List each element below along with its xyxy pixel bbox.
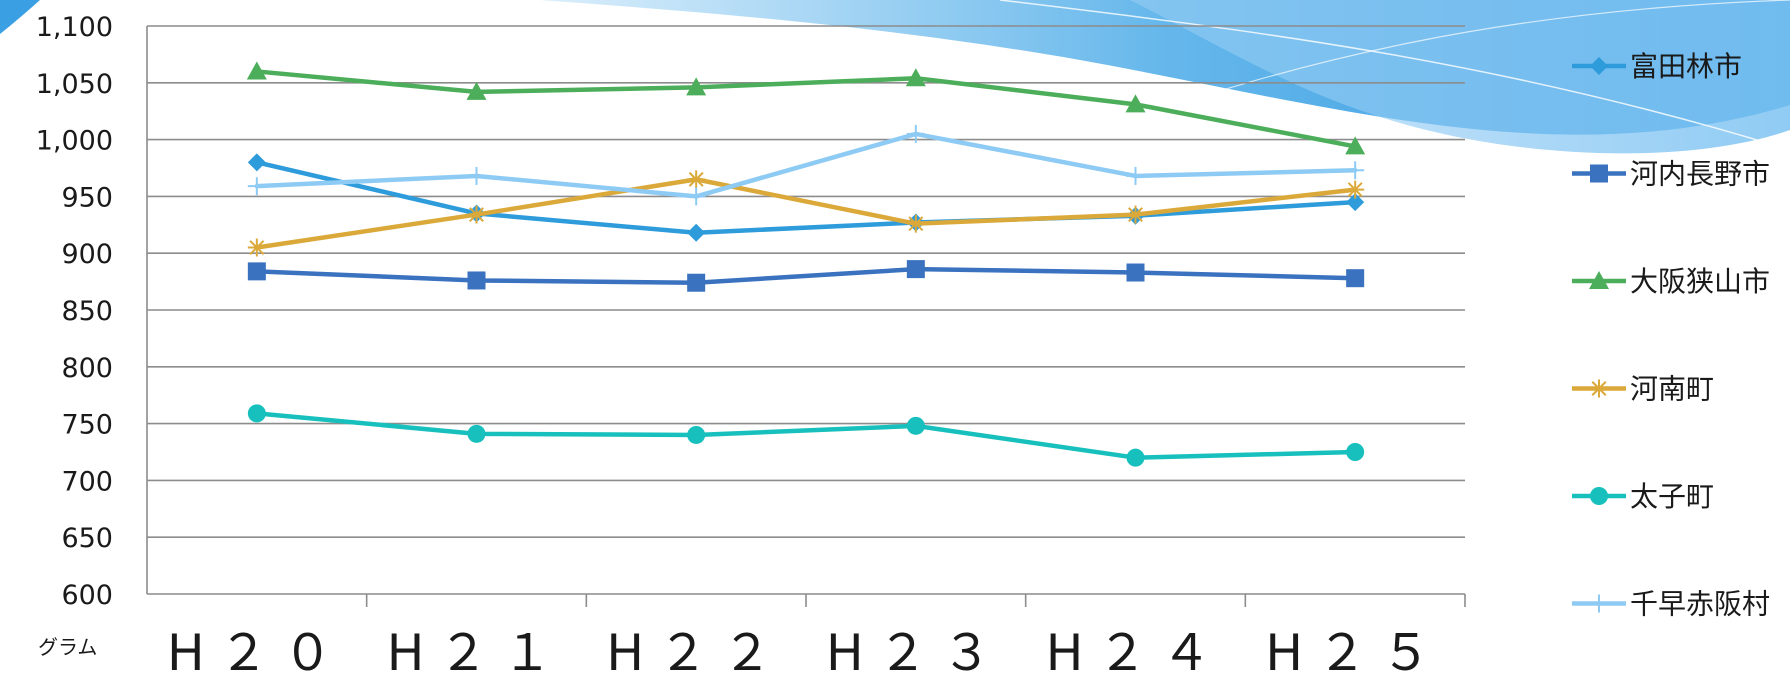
circle-marker — [906, 416, 925, 435]
square-marker — [1126, 263, 1145, 282]
y-tick-label: 600 — [61, 580, 113, 611]
series-6 — [247, 124, 1365, 206]
x-category-label: H２５ — [1265, 624, 1445, 674]
diamond-marker — [687, 223, 706, 242]
legend-label: 河内長野市 — [1630, 158, 1770, 191]
y-tick-label: 700 — [61, 466, 113, 497]
square-marker — [467, 271, 486, 290]
y-axis-unit-label: グラム — [38, 635, 97, 659]
y-tick-label: 900 — [61, 239, 113, 270]
circle-marker — [247, 404, 266, 423]
square-marker — [906, 260, 925, 279]
triangle-marker — [246, 61, 267, 80]
star-marker — [687, 170, 706, 189]
star-marker — [247, 238, 266, 257]
circle-marker — [687, 425, 706, 444]
diamond-marker — [1346, 193, 1365, 212]
legend-entry: 河南町 — [1572, 373, 1714, 406]
y-tick-label: 1,100 — [36, 12, 113, 43]
y-tick-label: 950 — [61, 182, 113, 213]
series-3 — [246, 61, 1366, 155]
y-tick-label: 1,000 — [36, 126, 113, 157]
triangle-marker — [1589, 271, 1609, 289]
y-axis-tick-labels: 600 650 700 750 800 850 900 950 1,000 1,050 1,100 — [36, 12, 113, 611]
legend-entry: 富田林市 — [1572, 50, 1742, 83]
legend-label: 大阪狭山市 — [1630, 265, 1770, 298]
plus-marker — [1590, 594, 1608, 613]
plus-marker — [906, 124, 925, 143]
axes — [146, 26, 1466, 607]
triangle-marker — [905, 68, 926, 87]
series-5 — [247, 404, 1365, 467]
star-marker — [1590, 379, 1608, 398]
y-tick-label: 750 — [61, 410, 113, 441]
horizontal-gridlines — [147, 25, 1465, 539]
series-line — [254, 177, 1358, 250]
square-marker — [1590, 164, 1608, 183]
square-marker — [1346, 269, 1365, 288]
triangle-marker — [466, 81, 487, 100]
x-category-label: H２３ — [826, 624, 1006, 674]
triangle-marker — [1125, 94, 1146, 113]
star-marker — [467, 205, 486, 224]
x-axis-category-labels: H２０ H２１ H２２ H２３ H２４ H２５ — [167, 624, 1445, 674]
diamond-marker — [247, 153, 266, 172]
diamond-marker — [1590, 57, 1608, 75]
plus-marker — [247, 177, 266, 196]
series-line — [254, 266, 1358, 285]
legend-label: 千早赤阪村 — [1630, 588, 1770, 621]
circle-marker — [467, 424, 486, 443]
series-line — [254, 131, 1358, 199]
plus-marker — [1346, 161, 1365, 180]
square-marker — [247, 262, 266, 281]
series-line — [254, 411, 1358, 460]
series-2 — [247, 260, 1365, 292]
y-tick-label: 1,050 — [36, 69, 113, 100]
circle-marker — [1590, 487, 1608, 505]
series-line — [254, 69, 1358, 149]
square-marker — [687, 273, 706, 292]
x-category-label: H２１ — [387, 624, 567, 674]
legend-label: 太子町 — [1630, 480, 1714, 513]
x-category-label: H２０ — [167, 624, 347, 674]
star-marker — [1126, 205, 1145, 224]
circle-marker — [1346, 443, 1365, 461]
legend-label: 河南町 — [1630, 373, 1714, 406]
x-category-label: H２４ — [1046, 624, 1226, 674]
y-tick-label: 650 — [61, 523, 113, 554]
triangle-marker — [1345, 136, 1366, 155]
plus-marker — [1126, 166, 1145, 185]
x-category-label: H２２ — [606, 624, 786, 674]
series-line — [254, 160, 1358, 236]
series-4 — [247, 170, 1365, 257]
plus-marker — [687, 187, 706, 206]
series-layer — [246, 61, 1366, 467]
y-tick-label: 800 — [61, 353, 113, 384]
legend-entry: 太子町 — [1572, 480, 1714, 513]
y-tick-label: 850 — [61, 296, 113, 327]
star-marker — [1346, 180, 1365, 199]
legend-entry: 千早赤阪村 — [1572, 588, 1770, 621]
legend-label: 富田林市 — [1630, 50, 1742, 83]
background-wave-decoration — [0, 0, 1790, 154]
plus-marker — [467, 166, 486, 185]
legend-entry: 大阪狭山市 — [1572, 265, 1770, 298]
star-marker — [906, 214, 925, 233]
legend-entry: 河内長野市 — [1572, 158, 1770, 191]
triangle-marker — [686, 77, 707, 96]
circle-marker — [1126, 448, 1145, 467]
